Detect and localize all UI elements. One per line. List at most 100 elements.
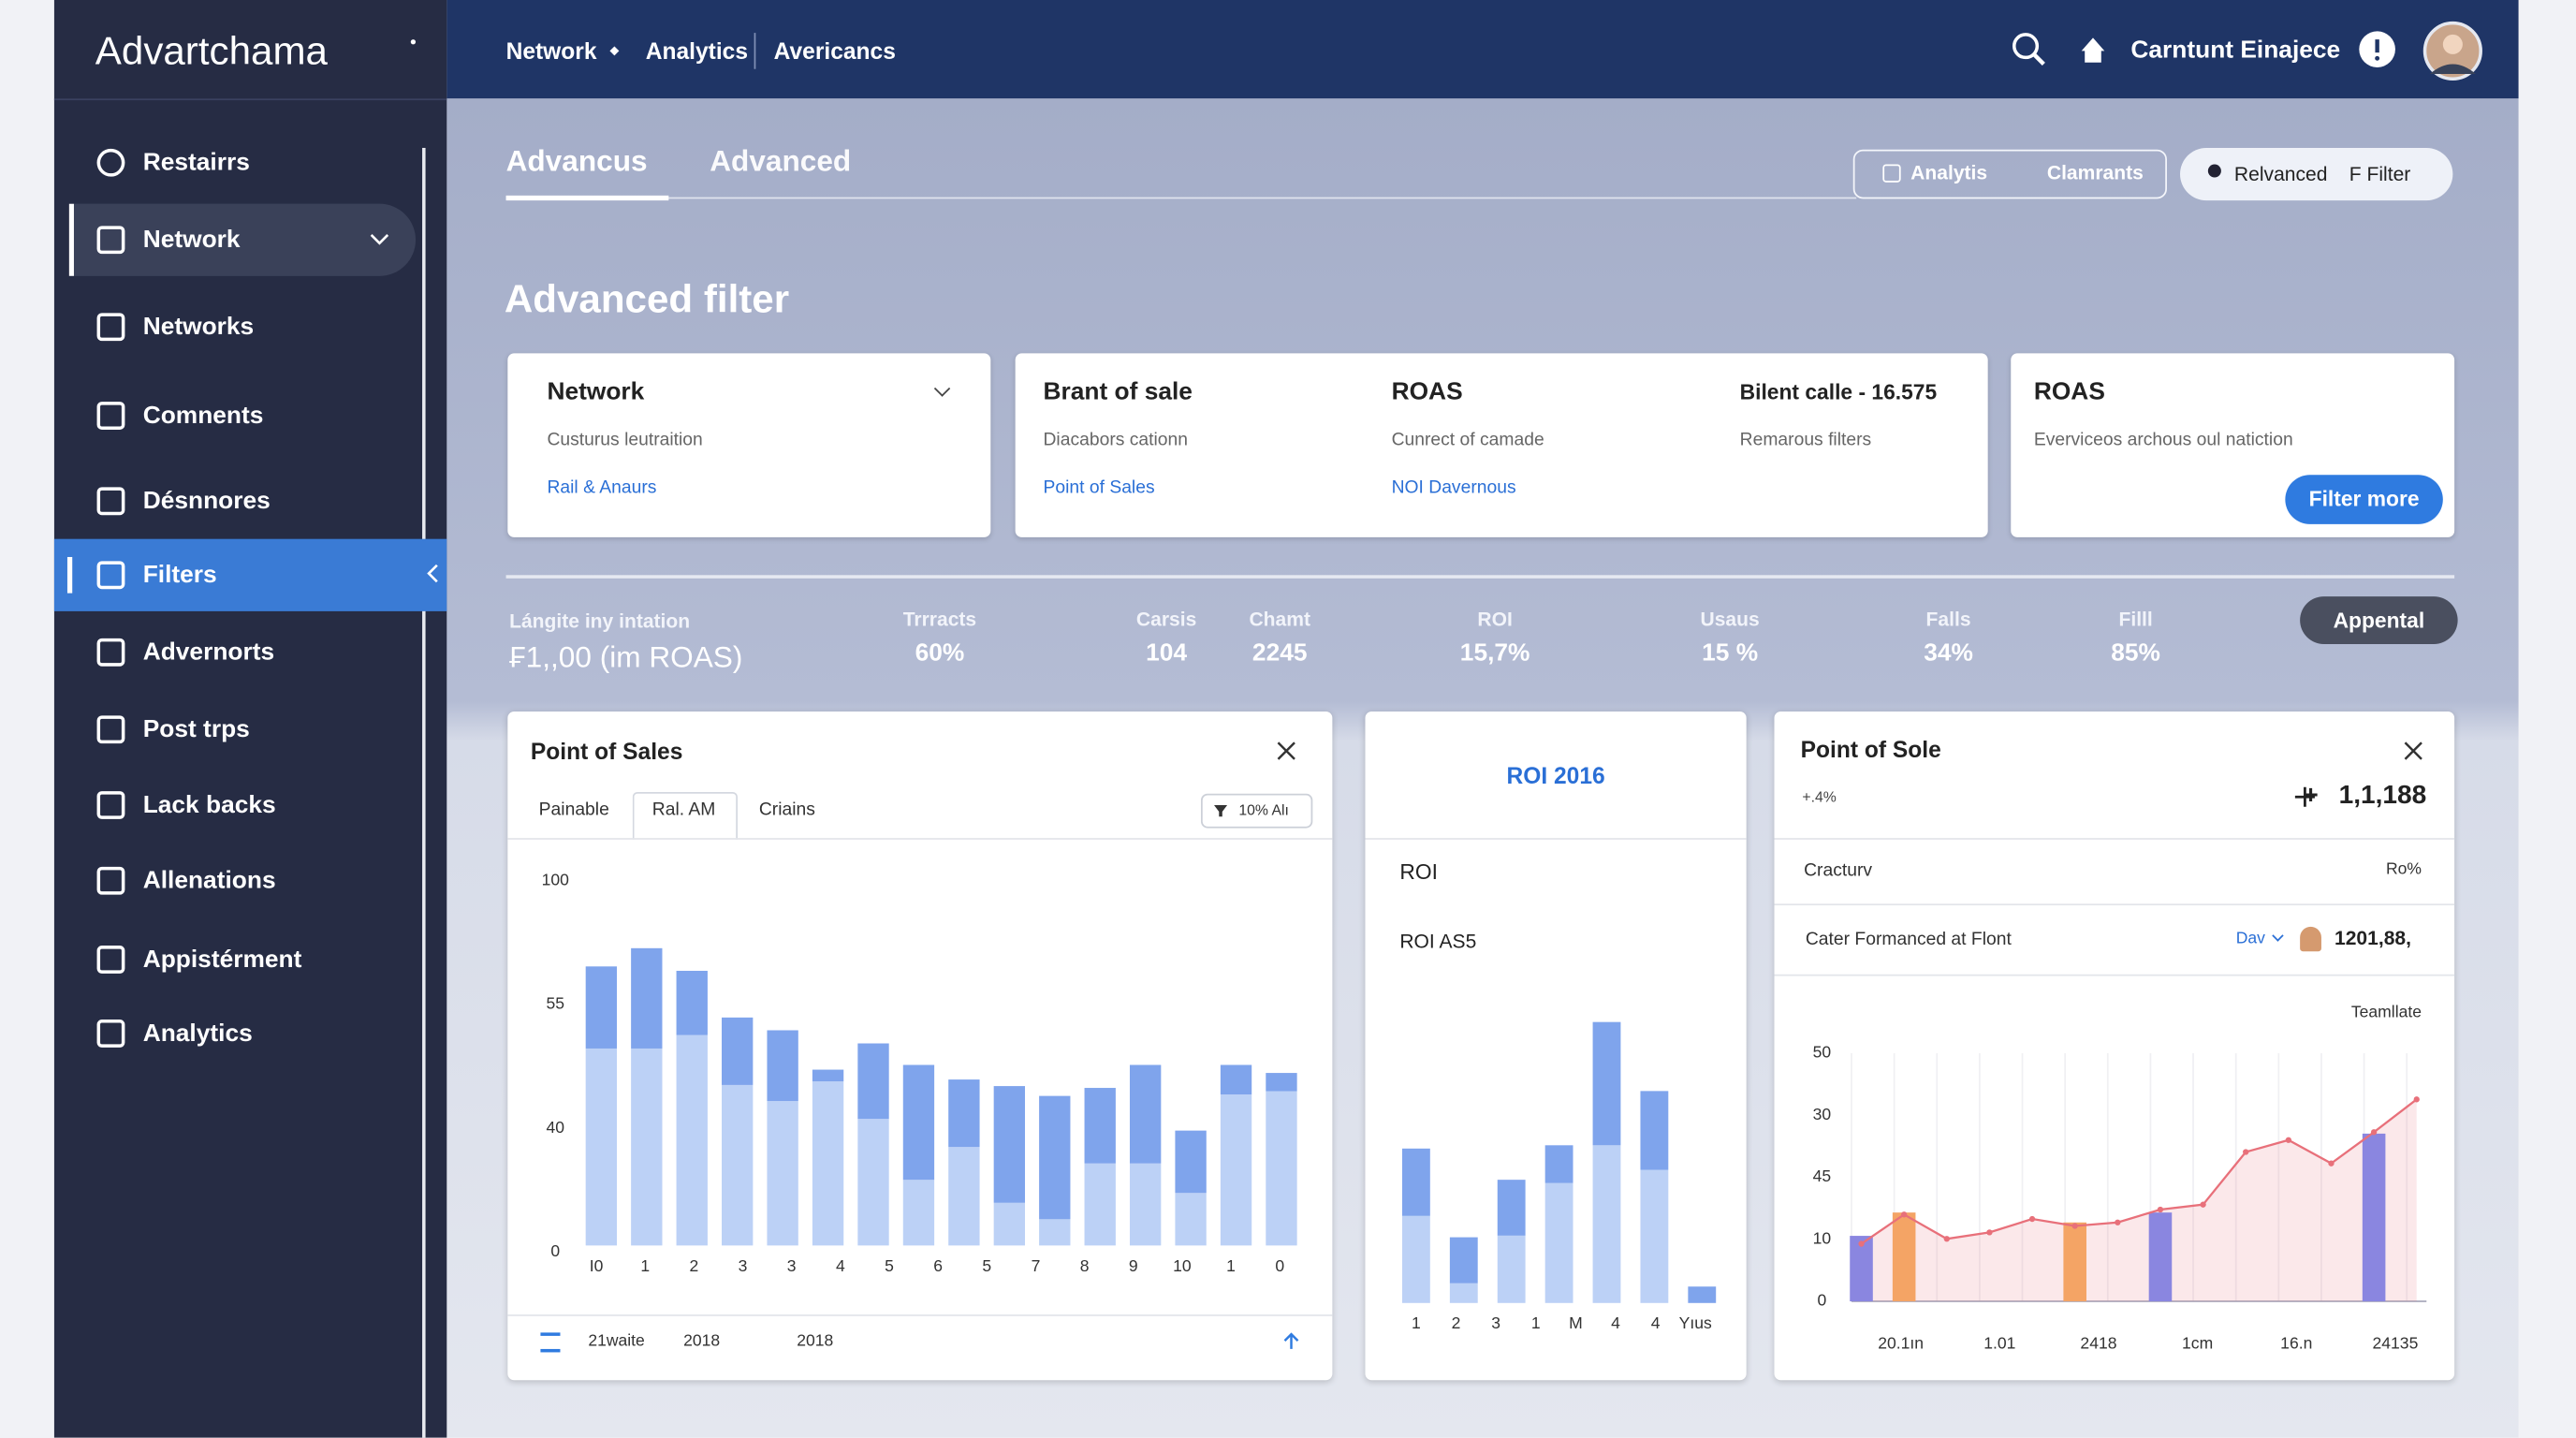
chevron xyxy=(933,380,951,397)
nav-item[interactable]: Lack backs xyxy=(54,769,446,841)
button-group[interactable] xyxy=(1852,149,2167,199)
brand: Advartchama xyxy=(95,29,328,74)
stat-label: Filll xyxy=(2118,608,2153,631)
page-title: Advanced filter xyxy=(504,277,790,322)
summary-label: Lángite iny intation xyxy=(509,609,691,633)
card-title: ROAS xyxy=(1391,377,1463,406)
nav-item[interactable]: Filters xyxy=(53,538,447,611)
row-label: Cater Formanced at Flont xyxy=(1805,930,2012,950)
panel: ROI 2016 ROI ROI AS5 xyxy=(1365,711,1747,1381)
topbar xyxy=(446,0,2519,99)
filter-card[interactable]: Brant of sale Diacabors cationn Point of… xyxy=(1015,353,1988,537)
panel-tab[interactable]: Criains xyxy=(758,800,815,820)
list-icon xyxy=(540,1332,561,1353)
chevron xyxy=(2272,930,2284,942)
nav-label[interactable]: Désnnores xyxy=(142,487,271,516)
stat-label: Carsis xyxy=(1135,608,1197,631)
card-title: Network xyxy=(547,377,645,406)
button-label[interactable]: Analytis xyxy=(1910,160,1988,184)
nav-item[interactable]: Désnnores xyxy=(54,465,446,537)
chart-label: Teamllate xyxy=(2350,1004,2422,1022)
button[interactable] xyxy=(2180,147,2453,201)
tab-underline xyxy=(505,195,669,201)
panel-tab[interactable]: Painable xyxy=(538,800,609,820)
tab[interactable]: Advancus xyxy=(505,144,648,178)
filter-card[interactable]: Network Custurus leutraition Rail & Anau… xyxy=(507,353,991,537)
nav-item[interactable]: Restairrs xyxy=(54,126,446,198)
button-label[interactable]: F Filter xyxy=(2349,162,2411,186)
button-label[interactable]: Clamrants xyxy=(2046,160,2144,184)
user-name[interactable]: Carntunt Einajece xyxy=(2130,36,2341,65)
filter-more-button[interactable]: Filter more xyxy=(2285,475,2443,524)
nav-icon xyxy=(96,791,125,819)
nav-label[interactable]: Analytics xyxy=(142,1020,253,1048)
row-value: 1201,88, xyxy=(2334,926,2411,950)
panel-title: Point of Sales xyxy=(530,738,683,765)
card-link[interactable]: Rail & Anaurs xyxy=(547,477,657,498)
summary-value: ₣1,,00 (im ROAS) xyxy=(509,640,743,674)
card-subtitle: Diacabors cationn xyxy=(1043,430,1189,450)
nav-item[interactable]: Advernorts xyxy=(54,616,446,688)
append-button[interactable]: Appental xyxy=(2300,596,2458,644)
card-link[interactable]: Point of Sales xyxy=(1043,477,1155,498)
nav-item[interactable]: Network xyxy=(68,203,417,276)
nav-icon xyxy=(96,946,125,974)
nav-label[interactable]: Advernorts xyxy=(142,638,275,667)
tab-line xyxy=(505,197,1857,199)
card-subtitle: Cunrect of camade xyxy=(1391,430,1544,450)
divider xyxy=(1774,838,2455,840)
filter-chip[interactable] xyxy=(1200,793,1313,829)
filter-chip-label[interactable]: 10% Alı xyxy=(1238,801,1289,819)
nav-label[interactable]: Network xyxy=(142,226,241,255)
nav-item[interactable]: Comnents xyxy=(54,379,446,451)
tab[interactable]: Advanced xyxy=(710,144,852,178)
divider xyxy=(507,838,1333,840)
nav-label[interactable]: Post trps xyxy=(142,715,250,744)
stat-value: 34% xyxy=(1924,638,1973,668)
nav-item[interactable]: Appistérment xyxy=(54,923,446,995)
card-subtitle: Remarous filters xyxy=(1739,430,1872,450)
stat-label: Trrracts xyxy=(902,608,977,631)
panel-title: ROI 2016 xyxy=(1506,762,1605,789)
card-title: Brant of sale xyxy=(1043,377,1193,406)
scrollbar xyxy=(422,147,426,1438)
panel-title: Point of Sole xyxy=(1800,736,1941,763)
nav-label[interactable]: Allenations xyxy=(142,866,276,895)
nav-icon xyxy=(96,313,125,342)
panel-tab[interactable]: Ral. AM xyxy=(651,800,716,820)
card-title: Bilent calle - 16.575 xyxy=(1739,379,1938,404)
top-link[interactable]: Analytics xyxy=(645,37,749,65)
stat-value: 60% xyxy=(915,638,965,668)
nav-label[interactable]: Lack backs xyxy=(142,791,276,819)
card-subtitle: Everviceos archous oul natiction xyxy=(2033,430,2293,450)
nav-item[interactable]: Post trps xyxy=(54,694,446,766)
active-tab[interactable] xyxy=(632,791,739,840)
divider xyxy=(1365,838,1747,840)
stat-value: 85% xyxy=(2111,638,2160,668)
stat-value: 15,7% xyxy=(1459,638,1530,668)
nav-label[interactable]: Filters xyxy=(142,561,217,590)
nav-icon xyxy=(96,226,125,255)
nav-label[interactable]: Restairrs xyxy=(142,148,250,177)
nav-item[interactable]: Allenations xyxy=(54,844,446,917)
nav-label[interactable]: Comnents xyxy=(142,402,264,430)
nav-item[interactable]: Analytics xyxy=(54,997,446,1069)
panel-row: ROI AS5 xyxy=(1399,930,1477,953)
nav-item[interactable]: Networks xyxy=(54,291,446,363)
top-link[interactable]: Network xyxy=(505,37,597,65)
card-link[interactable]: NOI Davernous xyxy=(1391,477,1516,498)
card-subtitle: Custurus leutraition xyxy=(547,430,703,450)
nav-label[interactable]: Appistérment xyxy=(142,946,302,974)
top-link[interactable]: Avericancs xyxy=(773,37,896,65)
sep xyxy=(754,33,756,69)
select[interactable]: Dav xyxy=(2235,930,2265,948)
nav-label[interactable]: Networks xyxy=(142,313,255,342)
nav-icon xyxy=(96,866,125,895)
nav-icon xyxy=(96,402,125,430)
filter-card[interactable]: ROAS Everviceos archous oul natiction Fi… xyxy=(2011,353,2455,537)
stat-label: Chamt xyxy=(1249,608,1310,631)
divider xyxy=(505,575,2455,579)
nav-icon xyxy=(96,638,125,667)
button-label[interactable]: Relvanced xyxy=(2233,162,2328,186)
nav-icon xyxy=(96,561,125,590)
